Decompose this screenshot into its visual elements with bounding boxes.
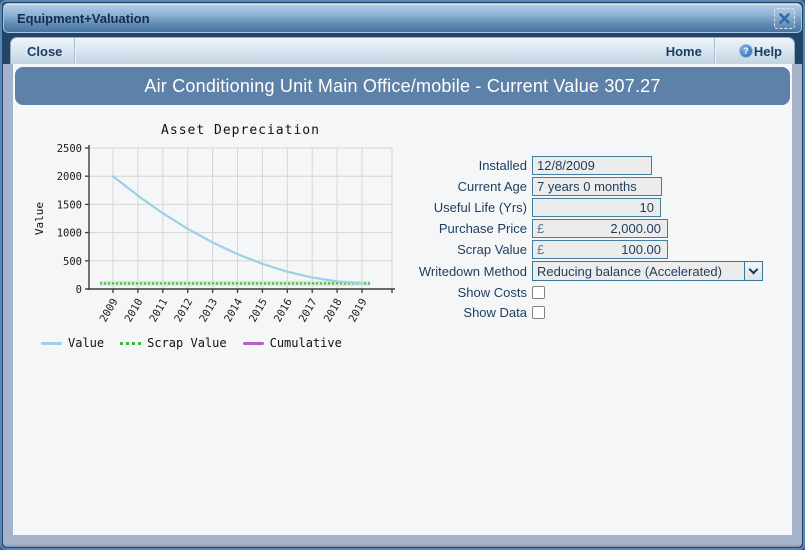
legend-item: Value [41,336,104,350]
chart-legend: Value Scrap Value Cumulative [41,335,342,351]
toolbar: Close Home ? Help [10,37,795,64]
content-frame: Air Conditioning Unit Main Office/mobile… [3,64,802,547]
svg-text:2000: 2000 [57,171,82,183]
content-area: Air Conditioning Unit Main Office/mobile… [13,64,792,535]
series-value [111,175,364,285]
svg-text:0: 0 [76,284,82,296]
svg-text:2500: 2500 [57,143,82,155]
help-question-icon: ? [738,44,753,58]
svg-text:1500: 1500 [57,199,82,211]
chevron-down-icon [744,262,762,280]
show-costs-label: Show Costs [457,285,527,300]
useful-life-field[interactable]: 10 [532,198,661,217]
current-age-label: Current Age [457,179,527,194]
asset-title: Air Conditioning Unit Main Office/mobile… [144,75,661,96]
scrap-value-label: Scrap Value [457,242,527,257]
show-data-label: Show Data [463,305,527,320]
asset-form: Installed 12/8/2009 Current Age 7 years … [13,156,792,325]
installed-field[interactable]: 12/8/2009 [532,156,652,175]
current-age-field[interactable]: 7 years 0 months [532,177,662,196]
svg-text:Value: Value [33,202,46,235]
legend-line-sample [120,341,142,345]
toolbar-separator [713,38,715,64]
legend-item: Scrap Value [120,336,227,350]
purchase-price-label: Purchase Price [438,221,527,236]
legend-line-sample [41,341,62,345]
show-costs-checkbox[interactable] [532,286,545,299]
scrap-value-field[interactable]: £ 100.00 [532,240,668,259]
purchase-price-field[interactable]: £ 2,000.00 [532,219,668,238]
currency-symbol: £ [537,242,545,257]
chart-series [100,175,370,286]
legend-item: Cumulative [242,336,342,350]
help-button[interactable]: ? Help [738,43,782,59]
show-data-checkbox[interactable] [532,306,545,319]
svg-text:1000: 1000 [57,228,82,240]
toolbar-separator [74,38,76,64]
legend-label: Cumulative [269,336,342,350]
close-button[interactable]: Close [27,43,63,59]
close-icon [779,12,790,24]
window-title: Equipment+Valuation [17,10,150,26]
writedown-method-label: Writedown Method [418,263,527,279]
svg-text:500: 500 [63,256,82,268]
window-close-button[interactable] [774,7,795,29]
chart-grid [89,147,393,289]
help-label: Help [753,43,782,59]
legend-label: Scrap Value [147,336,227,350]
legend-label: Value [68,336,105,350]
installed-label: Installed [478,158,527,173]
currency-symbol: £ [537,221,545,236]
legend-line-sample [242,341,264,345]
asset-title-banner: Air Conditioning Unit Main Office/mobile… [15,67,790,105]
writedown-method-select[interactable]: Reducing balance (Accelerated) [532,261,763,281]
home-button[interactable]: Home [665,43,702,59]
useful-life-label: Useful Life (Yrs) [433,200,527,215]
titlebar: Equipment+Valuation [3,3,802,33]
svg-text:Asset Depreciation: Asset Depreciation [161,123,320,138]
chart-axes [85,145,395,293]
